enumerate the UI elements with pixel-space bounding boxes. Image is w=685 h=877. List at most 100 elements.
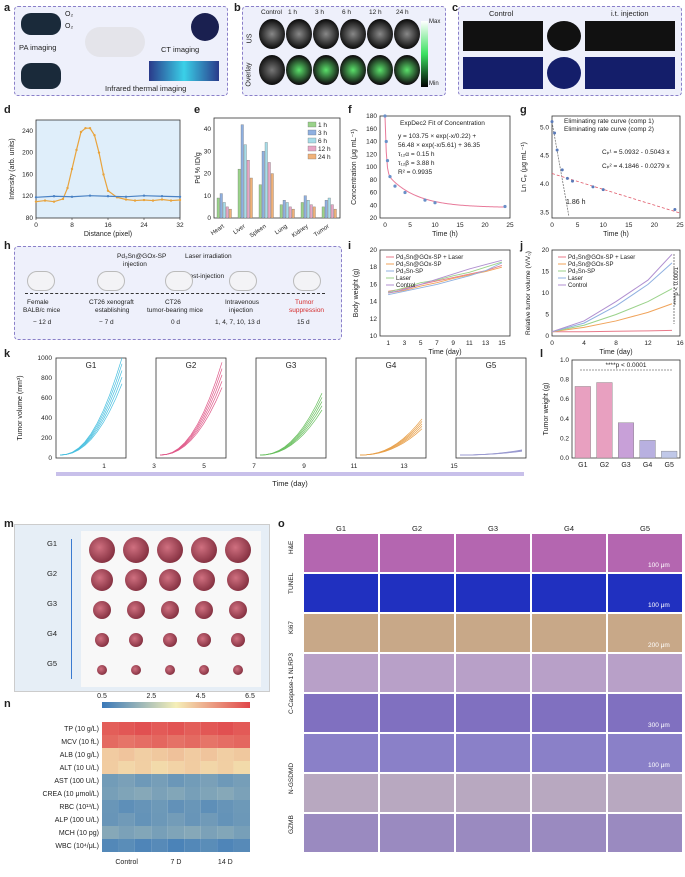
histology-image <box>532 574 606 612</box>
histology-image <box>608 614 682 652</box>
n-cell <box>184 774 201 787</box>
n-cell <box>134 748 152 761</box>
histology-image <box>380 574 454 612</box>
panel-label-e: e <box>194 104 201 116</box>
n-row-label: ALB (10 g/L) <box>60 752 99 759</box>
n-cell <box>167 735 185 748</box>
timeline-label: Laser irradiation <box>185 253 232 260</box>
e-y-tick-label: 10 <box>204 193 212 200</box>
f-point <box>383 114 387 118</box>
mouse-icon <box>27 271 55 291</box>
panel-label-h: h <box>4 240 11 252</box>
i-y-tick-label: 20 <box>370 247 378 254</box>
f-y-tick-label: 20 <box>370 215 378 222</box>
n-cell <box>134 787 152 800</box>
k-curve <box>159 387 223 456</box>
g-legend-2: Eliminating rate curve (comp 2) <box>564 126 654 133</box>
timeline-label: CT26 <box>165 299 181 306</box>
axes-frame-e <box>213 117 341 219</box>
i-series-line <box>388 259 502 294</box>
histology-image <box>380 814 454 852</box>
n-cell <box>184 800 201 813</box>
e-legend-swatch <box>307 137 317 144</box>
d-point <box>34 196 38 199</box>
tumor-sample <box>193 569 215 591</box>
f-x-tick-label: 5 <box>408 222 412 229</box>
k-y-tick-label: 600 <box>41 395 52 402</box>
histology-image <box>304 614 378 652</box>
time-label: 24 h <box>396 9 409 16</box>
i-legend-label: Laser <box>396 276 411 282</box>
histology-image <box>380 734 454 772</box>
intensity-scale-bar <box>421 21 428 87</box>
k-curve <box>259 401 323 456</box>
us-image <box>259 19 285 49</box>
tumor-sample <box>131 665 141 675</box>
e-bar <box>237 168 241 219</box>
d-point <box>79 130 83 134</box>
o-col-label: G2 <box>412 524 423 533</box>
n-cell <box>134 826 152 839</box>
k-group-label: G5 <box>486 361 497 370</box>
n-cell <box>217 826 234 839</box>
n-cell <box>200 722 218 735</box>
j-legend-label: Pd₃Sn@GOx-SP <box>568 262 614 268</box>
o-scale-label: 200 μm <box>648 642 670 649</box>
k-curve <box>159 368 223 456</box>
n-cell <box>118 774 135 787</box>
e-category-label: Heart <box>210 224 226 238</box>
n-row-label: CREA (10 μmol/L) <box>42 791 99 798</box>
j-series-line <box>551 253 673 333</box>
f-point <box>433 201 437 205</box>
k-group-label: G2 <box>186 361 197 370</box>
f-xlabel: Time (h) <box>432 231 458 238</box>
n-cell <box>151 839 168 852</box>
n-cell <box>102 839 119 852</box>
n-cell <box>200 748 218 761</box>
l-bar <box>574 386 591 459</box>
j-y-tick-label: 10 <box>542 290 550 297</box>
k-curve <box>259 393 323 456</box>
e-bar <box>303 195 307 219</box>
f-x-tick-label: 15 <box>456 222 464 229</box>
panel-label-o: o <box>278 518 285 530</box>
k-curve <box>259 409 323 456</box>
g-equation-1: Cₚ¹ = 5.0932 - 0.5043 x <box>602 149 670 156</box>
e-bar <box>309 204 313 219</box>
k-x-tick-label: 9 <box>302 463 306 470</box>
tumor-sample <box>93 601 111 619</box>
histology-image <box>380 774 454 812</box>
i-y-tick-label: 12 <box>370 316 378 323</box>
e-bar <box>216 197 220 219</box>
k-curve <box>159 374 223 456</box>
g-point <box>550 120 554 124</box>
l-y-tick-label: 0.2 <box>560 435 569 442</box>
time-label: Control <box>261 9 282 16</box>
e-y-tick-label: 20 <box>204 171 212 178</box>
k-y-tick-label: 1000 <box>38 355 53 362</box>
n-cell <box>151 735 168 748</box>
f-point <box>388 174 392 179</box>
axes-frame-k <box>355 357 427 459</box>
n-col-label: 7 D <box>171 859 182 866</box>
n-cell <box>217 813 234 826</box>
n-cell <box>200 735 218 748</box>
d-point <box>84 126 87 130</box>
d-ylabel: Intensity (arb. units) <box>9 138 16 199</box>
m-group-label: G5 <box>47 659 58 668</box>
k-curve <box>359 418 423 456</box>
d-point <box>34 200 38 203</box>
it-injection-label: i.t. injection <box>611 9 649 18</box>
g-point <box>591 185 595 189</box>
n-cell <box>167 787 185 800</box>
timeline-label: 0 d <box>171 319 181 326</box>
o-row-label: Ki67 <box>288 620 295 634</box>
k-x-tick-label: 5 <box>202 463 206 470</box>
k-ylabel: Tumor volume (mm³) <box>17 375 24 440</box>
d-point <box>106 195 110 198</box>
histology-image <box>304 574 378 612</box>
us-image <box>313 19 339 49</box>
j-xlabel: Time (day) <box>599 349 632 356</box>
histology-image <box>380 614 454 652</box>
o-row-label: TUNEL <box>288 572 295 594</box>
